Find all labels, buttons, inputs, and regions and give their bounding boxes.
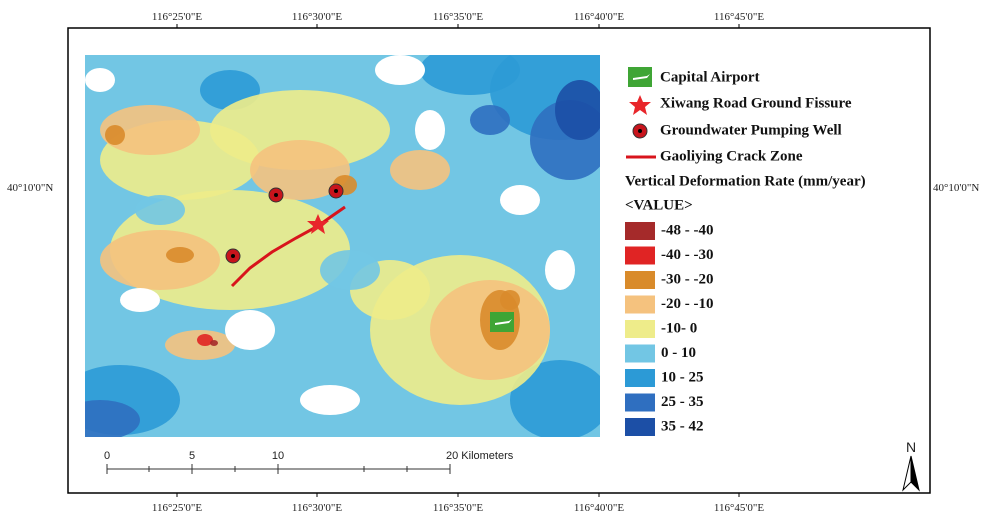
legend-swatch	[625, 222, 655, 240]
legend-swatch	[625, 247, 655, 265]
legend-feature: Capital Airport	[660, 69, 760, 85]
legend-well-dot	[638, 129, 642, 133]
north-arrow-left	[903, 456, 911, 490]
top-coordinate: 116°45'0"E	[714, 11, 764, 23]
deformation-raster	[60, 40, 630, 440]
pumping-well-dot	[231, 254, 235, 258]
raster-patch	[555, 80, 605, 140]
left-coordinate: 40°10'0"N	[7, 182, 53, 194]
legend-swatch	[625, 345, 655, 363]
legend-swatch	[625, 271, 655, 289]
legend-subtitle: <VALUE>	[625, 197, 693, 213]
scale-label: 10	[272, 450, 284, 462]
legend-class-label: -10- 0	[661, 320, 697, 336]
legend-swatch	[625, 320, 655, 338]
scale-label: 5	[189, 450, 195, 462]
north-arrow: N	[903, 439, 919, 490]
legend-swatch	[625, 394, 655, 412]
legend-swatch	[625, 296, 655, 314]
legend-class-label: -48 - -40	[661, 222, 714, 238]
bottom-coordinate: 116°35'0"E	[433, 502, 483, 514]
legend-class-label: 25 - 35	[661, 394, 704, 410]
bottom-coordinate: 116°25'0"E	[152, 502, 202, 514]
legend-feature: Groundwater Pumping Well	[660, 122, 842, 138]
raster-nodata	[500, 185, 540, 215]
north-label: N	[906, 439, 916, 455]
raster-nodata	[85, 68, 115, 92]
map-figure: 0 5 10 20 Kilometers N 40°10'0"N 40°10'0…	[0, 0, 982, 519]
raster-patch	[166, 247, 194, 263]
raster-patch	[500, 290, 520, 310]
raster-patch	[100, 230, 220, 290]
raster-patch	[60, 400, 140, 440]
scale-label: 20 Kilometers	[446, 450, 514, 462]
raster-nodata	[300, 385, 360, 415]
legend-star	[629, 95, 651, 115]
legend-class-label: -30 - -20	[661, 271, 714, 287]
pumping-well-dot	[274, 193, 278, 197]
legend-symbols	[626, 67, 656, 157]
legend-swatch	[625, 369, 655, 387]
scale-label: 0	[104, 450, 110, 462]
raster-patch	[390, 150, 450, 190]
legend-class-label: 10 - 25	[661, 369, 704, 385]
raster-nodata	[415, 110, 445, 150]
bottom-coordinate: 116°45'0"E	[714, 502, 764, 514]
top-coordinate: 116°25'0"E	[152, 11, 202, 23]
legend-feature: Xiwang Road Ground Fissure	[660, 95, 852, 111]
raster-patch	[320, 250, 380, 290]
raster-patch	[165, 330, 235, 360]
legend-feature: Gaoliying Crack Zone	[660, 148, 803, 164]
north-arrow-right	[911, 456, 919, 490]
legend-class-label: -20 - -10	[661, 296, 714, 312]
raster-patch	[420, 45, 520, 95]
raster-patch	[210, 340, 218, 346]
pumping-well-dot	[334, 189, 338, 193]
top-coordinate: 116°30'0"E	[292, 11, 342, 23]
raster-nodata	[545, 250, 575, 290]
raster-patch	[105, 125, 125, 145]
bottom-coordinate: 116°40'0"E	[574, 502, 624, 514]
raster-nodata	[375, 55, 425, 85]
top-coordinate: 116°35'0"E	[433, 11, 483, 23]
raster-nodata	[225, 310, 275, 350]
legend-class-label: 35 - 42	[661, 418, 704, 434]
legend-class-label: 0 - 10	[661, 345, 696, 361]
top-coordinate: 116°40'0"E	[574, 11, 624, 23]
legend-title: Vertical Deformation Rate (mm/year)	[625, 173, 866, 189]
raster-patch	[135, 195, 185, 225]
bottom-coordinate: 116°30'0"E	[292, 502, 342, 514]
legend-swatch	[625, 418, 655, 436]
right-coordinate: 40°10'0"N	[933, 182, 979, 194]
scale-bar: 0 5 10 20 Kilometers	[104, 450, 514, 474]
legend-class-label: -40 - -30	[661, 247, 714, 263]
raster-patch	[470, 105, 510, 135]
raster-nodata	[120, 288, 160, 312]
